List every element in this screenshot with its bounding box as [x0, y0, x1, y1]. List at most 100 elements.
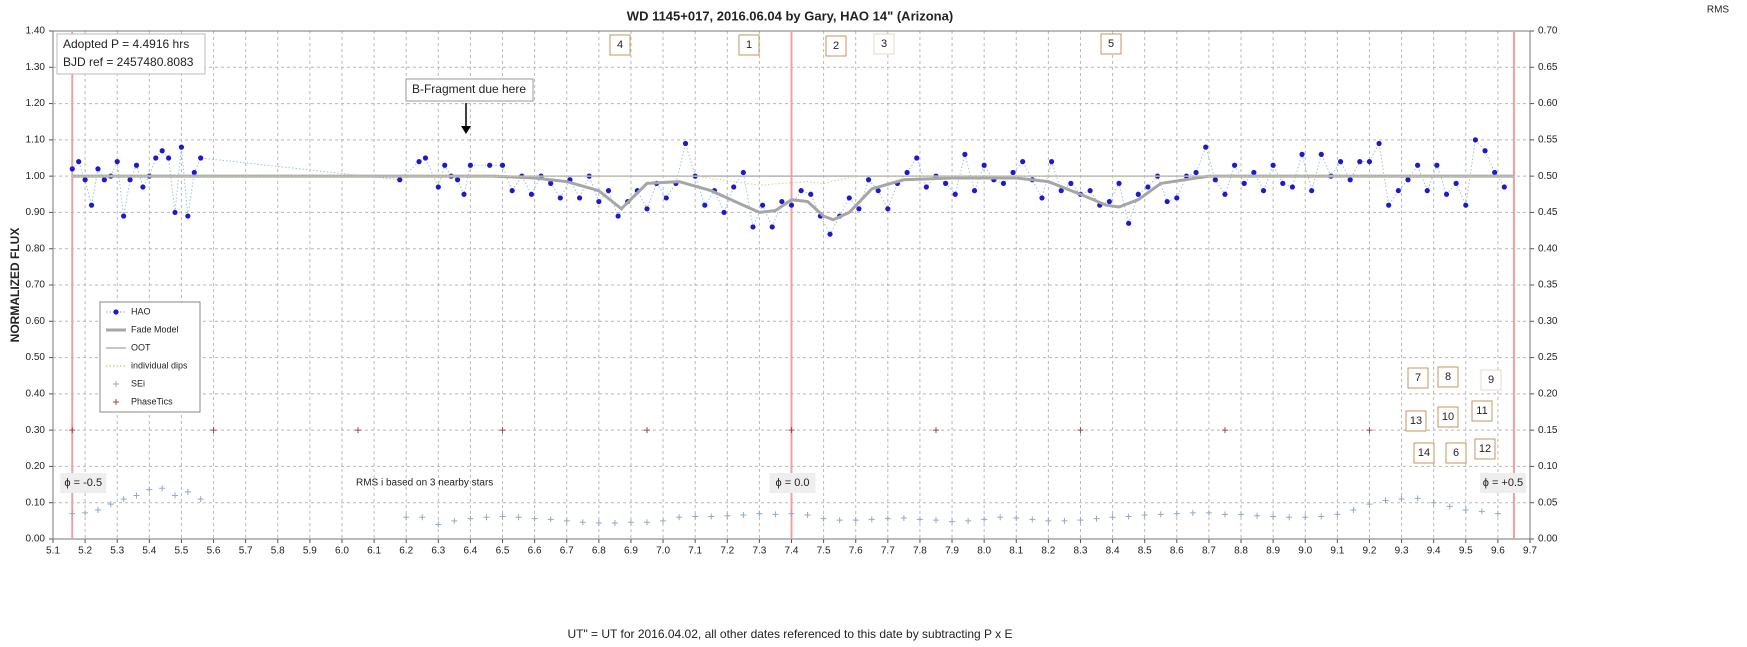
- data-point: [1318, 151, 1324, 157]
- data-point: [595, 520, 602, 527]
- legend-label: PhaseTics: [131, 396, 173, 406]
- chart-title: WD 1145+017, 2016.06.04 by Gary, HAO 14"…: [627, 8, 953, 23]
- x-tick-label: 9.2: [1363, 546, 1377, 557]
- data-point: [1430, 499, 1437, 506]
- data-point: [1039, 195, 1045, 201]
- data-point: [779, 198, 785, 205]
- data-point: [865, 177, 872, 183]
- data-point: [1463, 202, 1469, 208]
- data-point: [1116, 180, 1122, 186]
- legend-marker: [113, 399, 119, 405]
- data-point: [1270, 162, 1276, 168]
- x-tick-label: 9.7: [1523, 546, 1537, 557]
- data-point: [419, 514, 426, 521]
- data-point: [1087, 188, 1093, 194]
- data-point: [952, 191, 958, 197]
- data-point: [1077, 427, 1084, 434]
- data-point: [198, 155, 204, 161]
- data-point: [660, 517, 667, 524]
- data-point: [1254, 512, 1261, 519]
- y-tick-label: 0.40: [26, 388, 46, 399]
- data-point: [1398, 496, 1405, 503]
- data-point: [1157, 511, 1164, 518]
- data-point: [1446, 503, 1453, 510]
- data-point: [760, 202, 766, 208]
- x-tick-label: 7.6: [849, 546, 863, 557]
- x-tick-label: 6.6: [528, 546, 542, 557]
- data-point: [114, 159, 120, 165]
- data-point: [1010, 169, 1016, 176]
- data-point: [644, 519, 651, 526]
- data-point: [875, 188, 881, 194]
- y-tick-label: 1.00: [26, 171, 46, 182]
- dip-label: 7: [1415, 372, 1421, 384]
- data-point: [1045, 517, 1052, 524]
- data-point: [1337, 159, 1344, 165]
- data-point: [191, 169, 197, 176]
- dip-box: [1100, 33, 1122, 55]
- data-point: [788, 202, 795, 208]
- x-tick-label: 9.4: [1427, 546, 1441, 557]
- x-tick-label: 9.1: [1330, 546, 1344, 557]
- data-point: [461, 191, 467, 197]
- data-point: [1415, 162, 1421, 168]
- x-tick-label: 7.7: [881, 546, 895, 557]
- data-point: [1141, 512, 1148, 519]
- data-point: [153, 155, 159, 161]
- data-point: [133, 162, 140, 168]
- y2-tick-label: 0.00: [1538, 534, 1558, 545]
- phase-label: ϕ = -0.5: [64, 477, 102, 489]
- data-point: [127, 177, 133, 183]
- data-point: [1286, 514, 1293, 521]
- data-point: [403, 514, 410, 521]
- data-point: [557, 195, 563, 201]
- data-point: [579, 519, 586, 526]
- data-point: [692, 513, 699, 520]
- x-tick-label: 8.3: [1074, 546, 1088, 557]
- series-line: [72, 175, 1514, 186]
- data-point: [682, 140, 689, 147]
- x-tick-label: 8.6: [1170, 546, 1184, 557]
- data-point: [615, 213, 621, 219]
- note-text: RMS i based on 3 nearby stars: [356, 478, 493, 489]
- y2-tick-label: 0.25: [1538, 352, 1558, 363]
- x-tick-label: 7.8: [913, 546, 927, 557]
- data-point: [499, 427, 506, 434]
- data-point: [563, 517, 570, 524]
- data-point: [1061, 517, 1068, 524]
- y2-axis-label: RMS: [1707, 5, 1730, 16]
- data-point: [1478, 508, 1485, 515]
- data-point: [627, 519, 634, 526]
- legend-box: [99, 301, 201, 413]
- data-point: [1280, 180, 1286, 186]
- data-point: [932, 517, 939, 524]
- y2-tick-label: 0.15: [1538, 425, 1558, 436]
- data-point: [69, 166, 75, 172]
- x-tick-label: 9.3: [1395, 546, 1409, 557]
- data-point: [1289, 184, 1295, 190]
- data-point: [772, 511, 779, 518]
- data-point: [121, 213, 127, 219]
- data-point: [1472, 137, 1479, 143]
- x-tick-label: 5.9: [303, 546, 317, 557]
- data-point: [435, 521, 442, 528]
- y2-tick-label: 0.65: [1538, 62, 1558, 73]
- data-point: [509, 188, 515, 194]
- y2-tick-label: 0.05: [1538, 497, 1558, 508]
- data-point: [708, 513, 715, 520]
- data-point: [94, 506, 101, 513]
- dip-box: [609, 34, 631, 56]
- x-tick-label: 6.4: [463, 546, 477, 557]
- data-point: [1366, 427, 1373, 434]
- data-point: [1193, 169, 1199, 176]
- data-point: [885, 206, 891, 212]
- data-point: [1093, 515, 1100, 522]
- dip-box: [1405, 410, 1427, 432]
- data-point: [172, 492, 179, 499]
- y2-tick-label: 0.40: [1538, 243, 1558, 254]
- data-point: [451, 517, 458, 524]
- data-point: [1164, 198, 1170, 205]
- data-point: [531, 515, 538, 522]
